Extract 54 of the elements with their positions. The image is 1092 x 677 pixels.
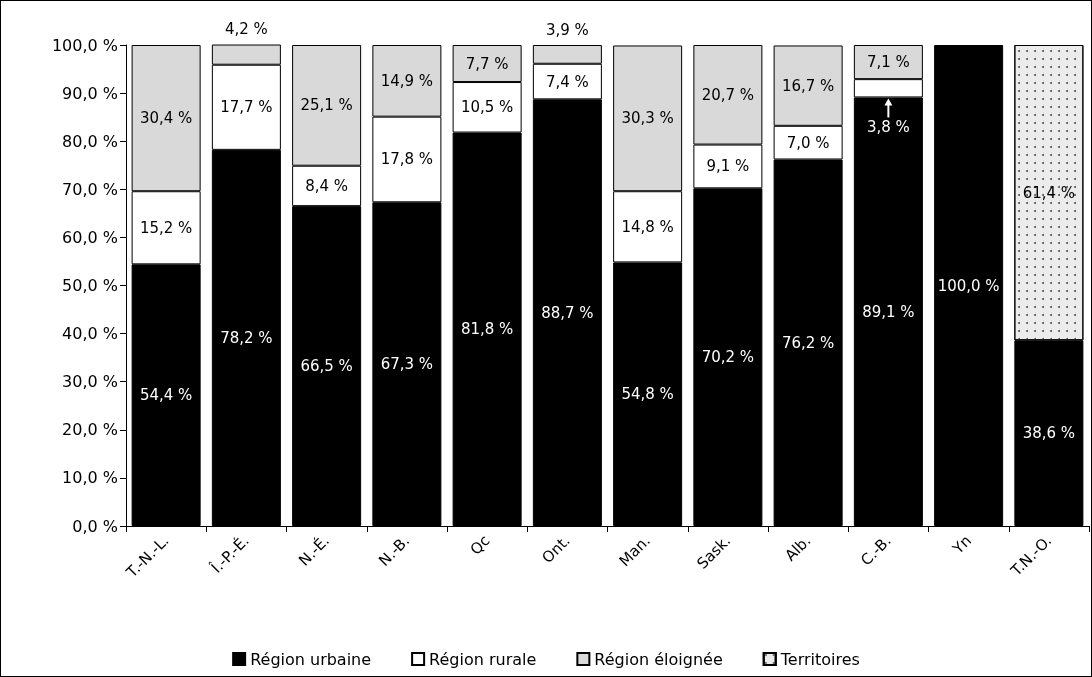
data-label: 7,0 % bbox=[786, 133, 830, 152]
data-label: 7,1 % bbox=[866, 53, 910, 72]
y-tick-label: 50,0 % bbox=[62, 276, 118, 295]
data-label: 3,9 % bbox=[545, 20, 589, 39]
data-label: 67,3 % bbox=[380, 355, 434, 374]
x-tick-label: C.-B. bbox=[857, 531, 895, 570]
data-label: 54,8 % bbox=[621, 385, 674, 404]
data-label: 54,4 % bbox=[139, 386, 193, 405]
legend-label: Région urbaine bbox=[250, 649, 372, 669]
data-label: 10,5 % bbox=[460, 98, 514, 117]
data-label: 3,8 % bbox=[866, 117, 910, 136]
y-tick-label: 0,0 % bbox=[72, 516, 118, 536]
data-label: 81,8 % bbox=[460, 320, 514, 339]
data-label: 14,9 % bbox=[380, 71, 434, 90]
data-label: 4,2 % bbox=[224, 20, 268, 39]
data-label: 15,2 % bbox=[139, 218, 193, 237]
y-tick-label: 80,0 % bbox=[62, 131, 118, 151]
y-tick-label: 100,0 % bbox=[51, 35, 118, 55]
y-tick-label: 60,0 % bbox=[62, 227, 118, 247]
y-tick-label: 40,0 % bbox=[62, 324, 118, 344]
data-label: 17,7 % bbox=[220, 98, 273, 117]
data-label: 89,1 % bbox=[862, 302, 915, 321]
data-label: 8,4 % bbox=[305, 176, 349, 195]
y-tick-label: 30,0 % bbox=[62, 372, 118, 392]
data-label: 30,3 % bbox=[621, 109, 674, 128]
data-label: 16,7 % bbox=[781, 76, 835, 95]
x-tick-label: Yn bbox=[948, 531, 975, 559]
y-tick-label: 90,0 % bbox=[62, 83, 118, 103]
data-label: 88,7 % bbox=[541, 303, 594, 322]
legend-label: Région éloignée bbox=[594, 649, 723, 669]
data-label: 70,2 % bbox=[701, 348, 755, 367]
data-label: 66,5 % bbox=[300, 357, 353, 376]
data-label: 20,7 % bbox=[701, 85, 755, 104]
x-tick-label: Alb. bbox=[781, 531, 815, 565]
data-label: 61,4 % bbox=[1022, 183, 1076, 202]
data-label: 7,7 % bbox=[465, 54, 509, 73]
data-label: 30,4 % bbox=[139, 109, 193, 128]
data-label: 17,8 % bbox=[380, 150, 434, 169]
data-label: 78,2 % bbox=[220, 328, 273, 347]
data-label: 7,4 % bbox=[545, 72, 589, 91]
x-tick-label: Qc bbox=[466, 531, 494, 559]
x-tick-label: Man. bbox=[615, 531, 654, 571]
data-label: 100,0 % bbox=[937, 276, 1000, 295]
data-label: 14,8 % bbox=[621, 217, 674, 236]
legend-label: Territoires bbox=[779, 649, 860, 669]
x-tick-label: Ont. bbox=[538, 531, 574, 567]
data-label: 9,1 % bbox=[706, 157, 750, 176]
data-label: 38,6 % bbox=[1022, 424, 1076, 443]
legend-label: Région rurale bbox=[429, 649, 537, 669]
y-tick-label: 20,0 % bbox=[62, 420, 118, 440]
y-tick-label: 70,0 % bbox=[62, 179, 118, 199]
y-tick-label: 10,0 % bbox=[62, 468, 118, 488]
data-label: 76,2 % bbox=[781, 333, 835, 352]
data-label: 25,1 % bbox=[300, 96, 353, 115]
